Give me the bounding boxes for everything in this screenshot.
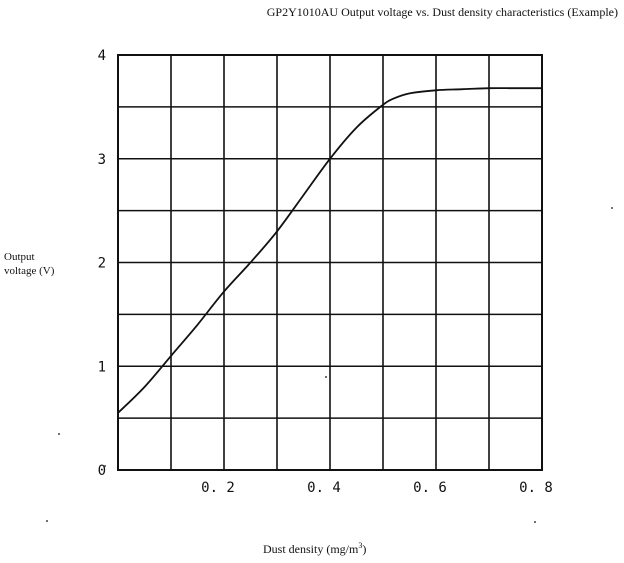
tick-labels: 0 1 2 3 4 0. 2 0. 4 0. 6 0. 8 xyxy=(98,48,553,496)
speck xyxy=(46,520,48,522)
x-axis-label-superscript: 3 xyxy=(358,541,363,550)
x-axis-label-tail: ) xyxy=(362,542,367,556)
scan-specks xyxy=(46,207,613,523)
x-axis-label: Dust density (mg/m3) xyxy=(263,541,366,557)
grid xyxy=(117,54,543,471)
y-axis-label-line1: Output xyxy=(4,251,35,263)
x-tick-label: 0. 2 xyxy=(201,480,235,496)
y-axis-label-line2: voltage (V) xyxy=(4,265,55,277)
x-tick-label: 0. 4 xyxy=(307,480,341,496)
speck xyxy=(534,521,536,523)
y-tick-label: 4 xyxy=(98,48,106,64)
y-tick-label: 1 xyxy=(98,359,106,375)
series-line-output-voltage xyxy=(117,87,542,414)
series-lines xyxy=(117,87,542,414)
x-tick-label: 0. 8 xyxy=(519,480,553,496)
x-axis-label-text: Dust density (mg/m xyxy=(263,542,359,556)
speck xyxy=(325,376,327,378)
chart-title: GP2Y1010AU Output voltage vs. Dust densi… xyxy=(266,5,618,19)
y-tick-label: 3 xyxy=(98,152,106,168)
x-tick-label: 0. 6 xyxy=(413,480,447,496)
speck xyxy=(104,465,106,467)
y-tick-label: 2 xyxy=(98,256,106,272)
speck xyxy=(611,207,613,209)
y-axis-label: Output voltage (V) xyxy=(4,250,74,278)
speck xyxy=(58,433,60,435)
y-tick-label: 0 xyxy=(98,463,106,479)
